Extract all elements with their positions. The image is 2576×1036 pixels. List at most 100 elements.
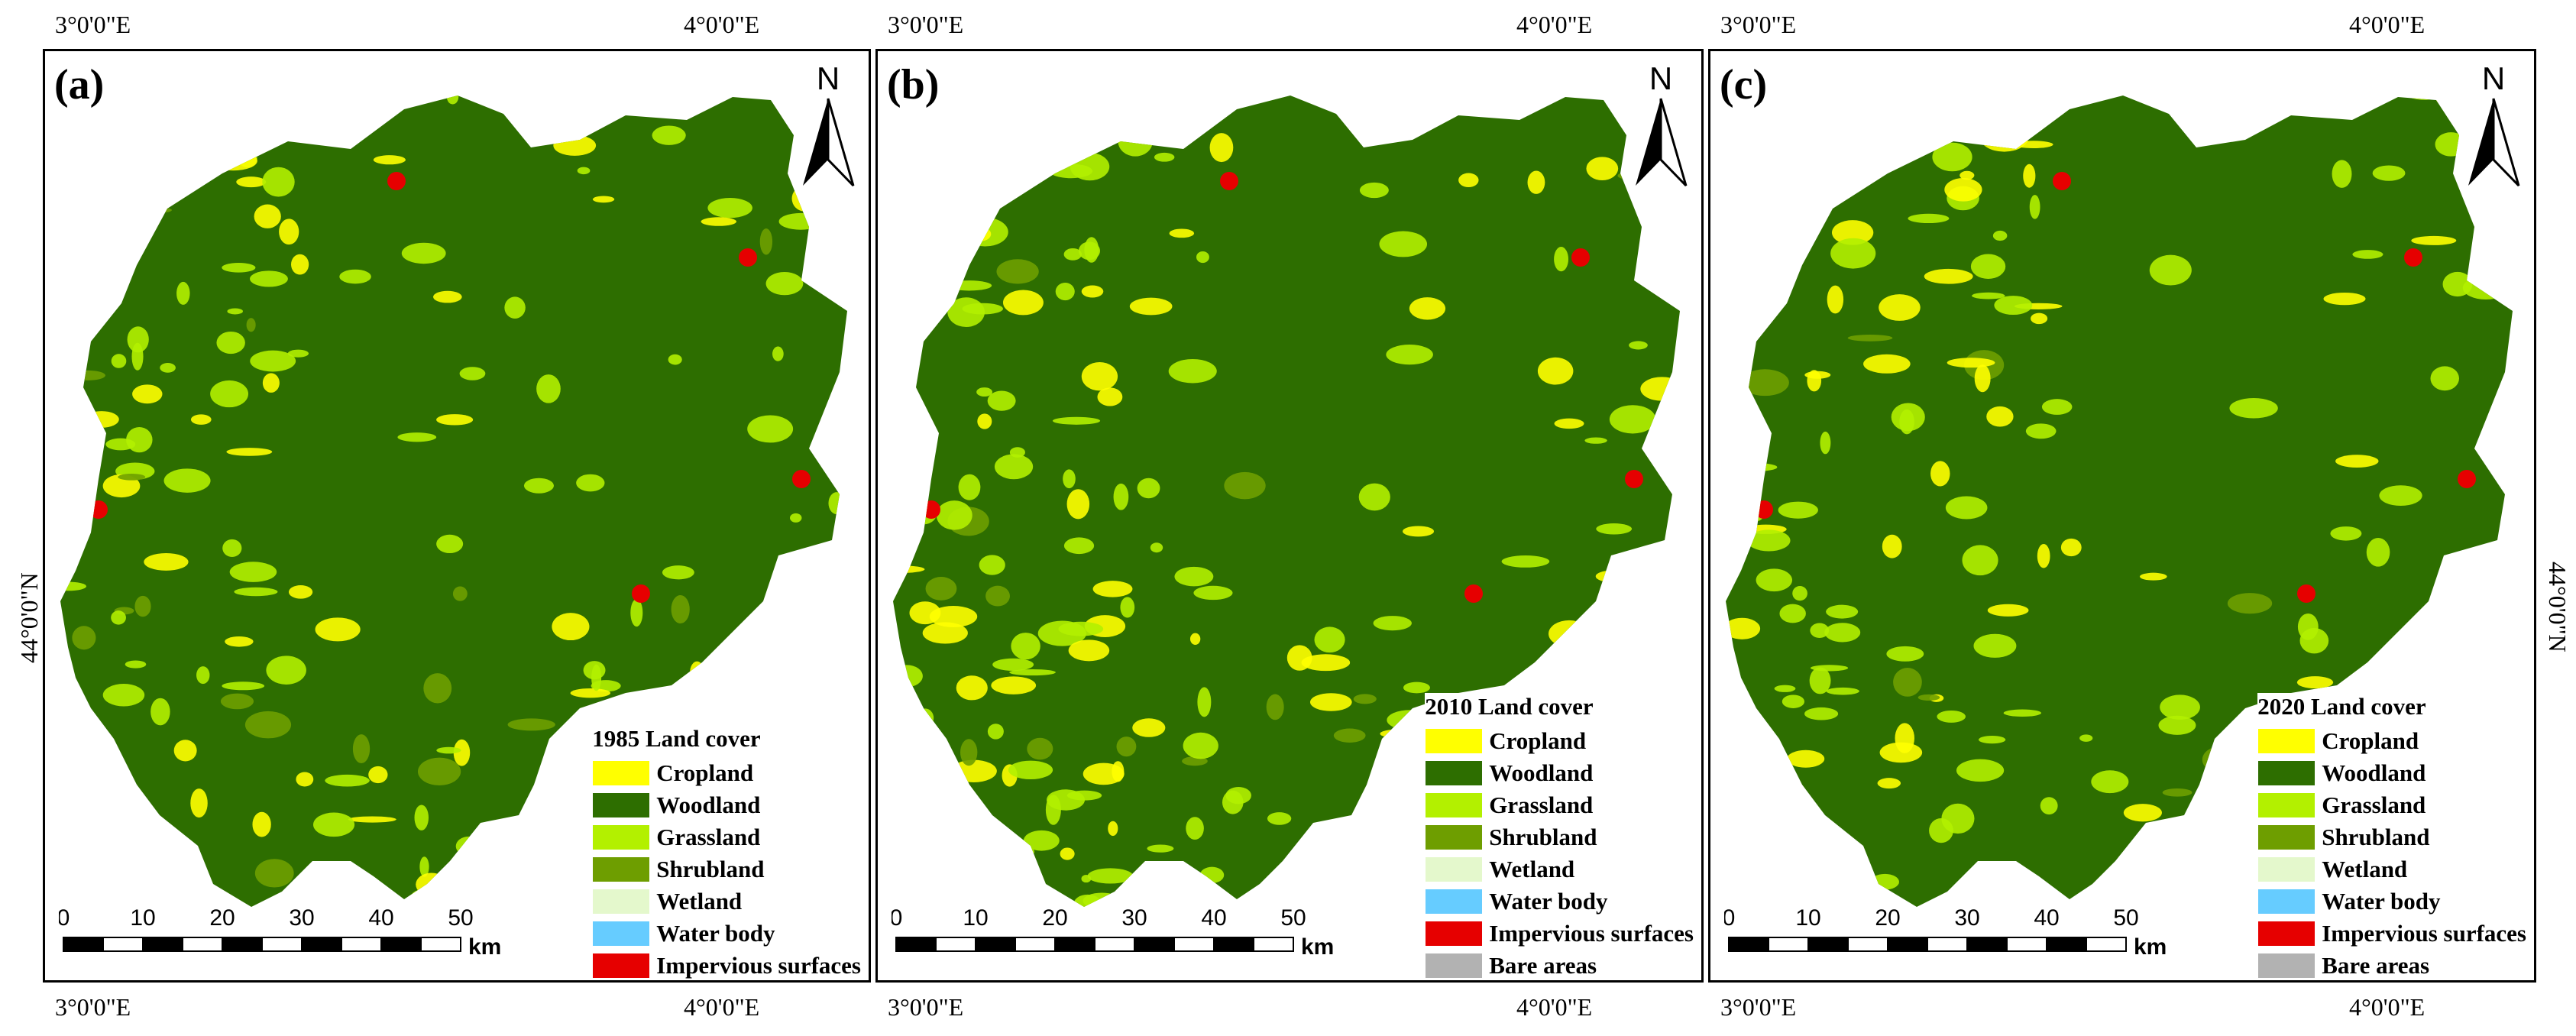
land-patch [2210, 847, 2257, 862]
lon-top-left-c: 3°0'0"E [1720, 11, 1797, 38]
scale-tick-label: 50 [2113, 905, 2138, 931]
land-patch [121, 829, 167, 853]
land-patch [947, 280, 992, 291]
legend-item: Impervious surfaces [2257, 918, 2526, 950]
land-patch [987, 724, 1004, 740]
legend-label: Grassland [2322, 792, 2426, 818]
land-patch [1380, 729, 1418, 739]
land-patch [1132, 718, 1166, 737]
scale-segment [975, 937, 1016, 952]
land-patch [701, 217, 737, 226]
legend-swatch [592, 792, 651, 818]
land-patch [1527, 170, 1545, 194]
map-panel: (c) N 2020 Land cover Cropland Woodland Grass… [1708, 49, 2536, 983]
land-patch [916, 708, 934, 728]
land-patch [1779, 604, 1806, 623]
land-patch [878, 308, 888, 326]
land-patch [1097, 387, 1123, 406]
land-patch [1730, 238, 1763, 250]
legend: 2020 Land cover Cropland Woodland Grassland… [2257, 693, 2526, 980]
legend-title: 1985 Land cover [592, 725, 761, 752]
land-patch [772, 346, 784, 361]
land-patch [1898, 96, 1940, 111]
legend-swatch [1425, 824, 1484, 850]
lat-label-right: 44°0'0"N [2544, 562, 2571, 652]
land-patch [1539, 51, 1565, 76]
legend-label: Woodland [1489, 759, 1594, 786]
land-patch [1930, 461, 1950, 487]
land-patch [1087, 868, 1134, 884]
land-patch [1947, 358, 1995, 368]
land-patch [2379, 485, 2422, 507]
land-patch [1501, 555, 1550, 568]
land-patch [1782, 694, 1805, 708]
land-patch [86, 142, 131, 153]
land-patch [173, 740, 197, 762]
land-patch [2462, 276, 2510, 299]
land-patch [2323, 292, 2366, 306]
legend-swatch [2257, 953, 2316, 979]
land-patch [373, 155, 406, 165]
land-patch [216, 331, 245, 355]
land-patch [1804, 117, 1814, 145]
impervious-patch [1464, 584, 1483, 603]
land-patch [1403, 681, 1430, 694]
land-patch [1225, 787, 1251, 805]
land-patch [2079, 734, 2093, 742]
land-patch [2352, 250, 2383, 259]
land-patch [1120, 597, 1135, 618]
legend-item: Cropland [1425, 725, 1694, 757]
land-patch [2457, 610, 2505, 634]
land-patch [1787, 749, 1825, 768]
impervious-patch [1571, 248, 1590, 267]
land-patch [72, 626, 96, 650]
impervious-patch [89, 500, 108, 519]
legend-item: Impervious surfaces [1425, 918, 1694, 950]
land-patch [1081, 285, 1104, 298]
legend-label: Cropland [656, 759, 754, 786]
land-patch [1002, 290, 1044, 316]
scale-tick-label: 50 [448, 905, 473, 931]
land-patch [2335, 455, 2379, 468]
land-patch [1820, 99, 1843, 126]
land-patch [1831, 220, 1874, 245]
land-patch [1827, 285, 1844, 314]
land-patch [2297, 613, 2319, 640]
legend-label: Wetland [1489, 856, 1575, 882]
legend-swatch [2257, 728, 2316, 754]
land-patch [1726, 688, 1732, 706]
land-patch [527, 811, 570, 825]
scale-unit: km [468, 934, 501, 960]
land-patch [790, 513, 802, 523]
land-patch [60, 343, 86, 357]
land-patch [45, 896, 57, 925]
land-patch [127, 326, 149, 353]
land-patch [976, 96, 1011, 97]
land-patch [1011, 633, 1040, 660]
land-patch [1160, 72, 1185, 92]
land-patch [1168, 358, 1217, 384]
impervious-patch [1220, 172, 1238, 190]
land-patch [1987, 604, 2029, 617]
legend-label: Cropland [2322, 727, 2419, 754]
scale-segment [1253, 937, 1294, 952]
land-patch [2229, 397, 2278, 419]
legend-label: Wetland [656, 888, 743, 915]
land-patch [630, 598, 643, 627]
land-patch [829, 203, 847, 211]
land-patch [329, 112, 362, 139]
legend-item: Grassland [2257, 789, 2526, 821]
land-patch [1879, 294, 1921, 321]
land-patch [555, 866, 597, 887]
land-patch [1359, 182, 1389, 199]
land-patch [1877, 778, 1901, 789]
land-patch [911, 203, 956, 225]
land-patch [1267, 812, 1292, 825]
legend-item: Woodland [1425, 757, 1694, 789]
lon-bottom-right-a: 4°0'0"E [684, 993, 760, 1021]
land-patch [1632, 658, 1644, 681]
land-patch [552, 613, 590, 641]
land-patch [1070, 152, 1110, 181]
scale-tick-label: 20 [1042, 905, 1067, 931]
land-patch [1129, 297, 1173, 316]
